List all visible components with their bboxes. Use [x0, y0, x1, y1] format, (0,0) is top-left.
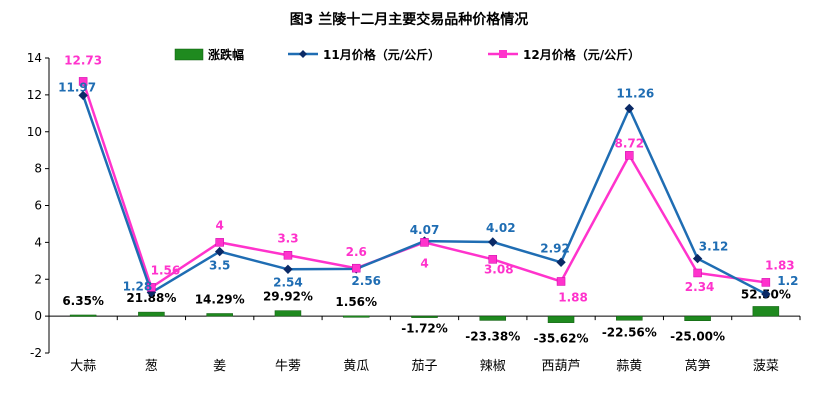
- nov-price-point: [556, 257, 566, 267]
- legend-dec-label: 12月价格（元/公斤）: [523, 47, 640, 62]
- bar: [752, 306, 780, 317]
- bar-data-label: -22.56%: [602, 325, 657, 339]
- x-category-label: 莴笋: [685, 358, 711, 374]
- bar: [479, 315, 507, 321]
- bar-data-label: 6.35%: [62, 294, 104, 308]
- legend-dec-marker: [499, 50, 507, 58]
- dec-price-data-label: 4: [216, 218, 224, 232]
- dec-price-data-label: 1.56: [151, 263, 181, 277]
- nov-price-point: [214, 246, 225, 257]
- bar-data-label: 1.56%: [335, 295, 377, 309]
- nov-price-point: [624, 103, 635, 114]
- x-category-label: 大蒜: [70, 359, 96, 374]
- bar-data-label: 29.92%: [263, 290, 313, 304]
- dec-price-data-label: 3.3: [277, 231, 298, 245]
- bar: [342, 315, 370, 318]
- bar: [616, 315, 643, 321]
- dec-price-point: [283, 251, 293, 260]
- nov-price-data-label: 2.54: [273, 275, 303, 289]
- x-category-label: 姜: [213, 359, 226, 374]
- dec-price-data-label: 1.83: [765, 258, 795, 272]
- dec-price-point: [215, 238, 224, 247]
- nov-price-data-label: 11.26: [616, 87, 654, 101]
- legend-nov-label: 11月价格（元/公斤）: [323, 47, 440, 62]
- dec-price-data-label: 2.34: [685, 280, 715, 294]
- chart-title: 图3 兰陵十二月主要交易品种价格情况: [290, 11, 529, 28]
- x-category-label: 辣椒: [480, 359, 506, 374]
- dec-price-point: [693, 268, 702, 278]
- dec-price-point: [761, 278, 771, 287]
- y-tick-label: 4: [34, 235, 42, 249]
- bar-data-label: -35.62%: [534, 332, 589, 346]
- y-tick-label: 10: [27, 125, 42, 139]
- bar-data-label: -25.00%: [670, 330, 725, 344]
- nov-price-data-label: 4.07: [410, 223, 440, 237]
- dec-price-data-label: 8.72: [615, 136, 645, 150]
- y-tick-label: 2: [34, 272, 42, 286]
- bar: [206, 313, 233, 317]
- dec-price-point: [420, 238, 429, 247]
- x-category-label: 黄瓜: [343, 359, 369, 374]
- dec-price-point: [625, 151, 634, 160]
- x-category-label: 蒜黄: [616, 359, 642, 374]
- nov-price-point: [692, 253, 703, 264]
- nov-price-data-label: 1.2: [777, 274, 798, 288]
- dec-price-data-label: 12.73: [64, 53, 102, 67]
- y-tick-label: 14: [27, 51, 42, 65]
- legend-nov-marker: [299, 50, 307, 58]
- dec-price-point: [351, 263, 361, 273]
- dec-price-data-label: 1.88: [558, 290, 588, 304]
- bar: [69, 314, 97, 317]
- nov-price-data-label: 3.5: [209, 259, 230, 273]
- bar-data-label: 14.29%: [195, 292, 245, 306]
- nov-price-data-label: 11.97: [58, 80, 96, 94]
- nov-price-point: [761, 289, 771, 299]
- dec-price-point: [488, 255, 498, 264]
- x-category-label: 菠菜: [753, 359, 779, 374]
- x-category-label: 葱: [145, 359, 158, 374]
- y-tick-label: 6: [34, 199, 42, 213]
- legend-bar-swatch: [174, 48, 204, 61]
- y-tick-label: -2: [30, 346, 42, 360]
- nov-price-point: [78, 90, 88, 101]
- nov-price-data-label: 1.28: [123, 280, 153, 294]
- nov-price-data-label: 2.56: [351, 274, 381, 288]
- bar-data-label: 21.88%: [126, 291, 176, 305]
- x-category-label: 牛蒡: [275, 359, 301, 374]
- dec-price-data-label: 3.08: [484, 262, 514, 276]
- bar: [684, 315, 711, 321]
- nov-price-point: [283, 264, 293, 275]
- bar: [411, 315, 438, 318]
- bar: [274, 310, 302, 317]
- nov-price-data-label: 2.92: [540, 241, 570, 255]
- dec-price-point: [78, 77, 88, 86]
- dec-price-data-label: 4: [420, 256, 428, 270]
- nov-price-data-label: 3.12: [699, 240, 729, 254]
- y-tick-label: 8: [34, 162, 42, 176]
- bar-data-label: -1.72%: [401, 321, 448, 335]
- dec-price-data-label: 2.6: [346, 245, 367, 259]
- dec-price-point: [147, 283, 156, 292]
- dec-price-point: [556, 277, 566, 286]
- x-category-label: 茄子: [411, 359, 437, 374]
- bar-data-label: -23.38%: [465, 329, 520, 343]
- y-tick-label: 12: [27, 88, 42, 102]
- nov-price-data-label: 4.02: [486, 221, 516, 235]
- legend-bar-label: 涨跌幅: [208, 47, 244, 62]
- bar: [138, 311, 165, 317]
- nov-price-point: [488, 237, 498, 247]
- y-tick-label: 0: [34, 309, 42, 323]
- x-category-label: 西葫芦: [542, 359, 581, 374]
- bar: [547, 315, 575, 323]
